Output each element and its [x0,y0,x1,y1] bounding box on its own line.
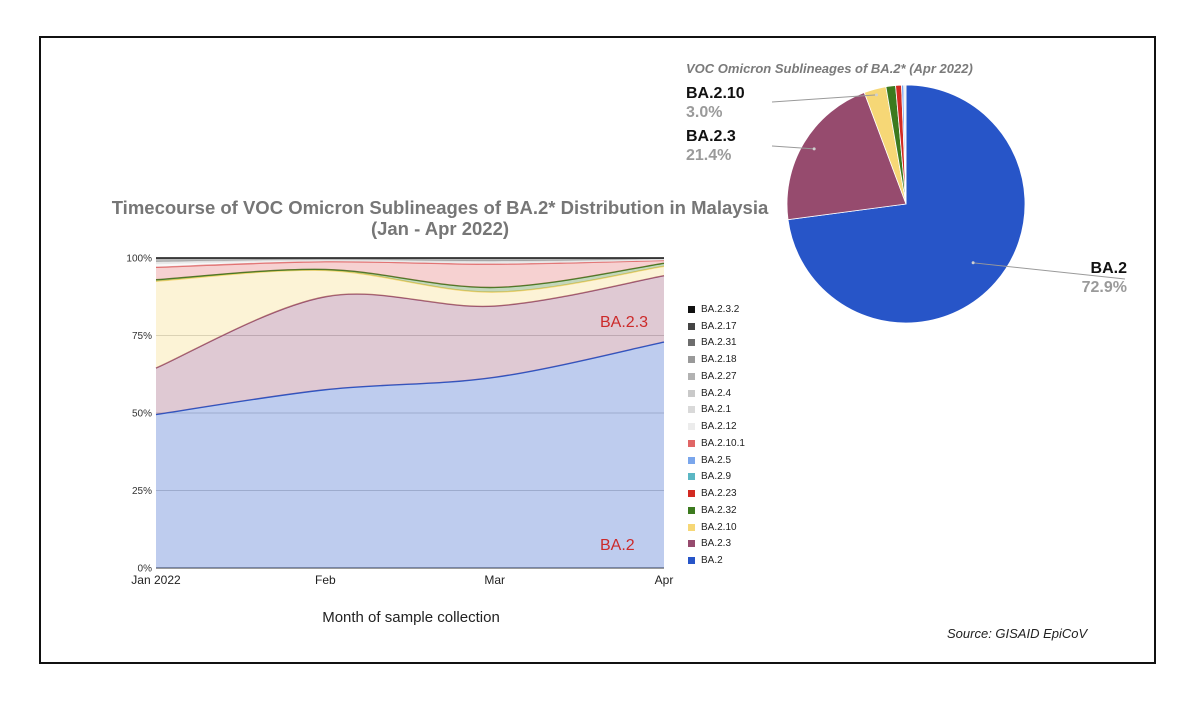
pie-slice-ba-2-12 [903,84,907,205]
legend-item-ba-2-3-2: BA.2.3.2 [688,301,745,318]
source-note: Source: GISAID EpiCoV [947,626,1088,641]
legend-swatch [688,372,695,380]
legend-swatch [688,439,695,447]
legend-label: BA.2.27 [701,370,737,382]
legend-item-ba-2-17: BA.2.17 [688,318,745,335]
pie-label-ba-2-pct: 72.9% [1081,279,1127,296]
legend-swatch [688,557,695,565]
legend-label: BA.2.10.1 [701,437,745,449]
legend-item-ba-2-10-1: BA.2.10.1 [688,435,745,452]
legend-label: BA.2.3 [701,538,732,550]
area-chart-legend: BA.2.3.2 BA.2.17 BA.2.31 BA.2.18 BA.2.27 BA.2… [688,301,745,569]
pie-slice-ba-2 [787,84,1026,324]
leader-dot-ba-2 [971,261,975,265]
leader-line-ba-2 [973,262,1126,280]
line-ba-2-10 [155,265,665,293]
line-ba-2 [155,341,665,416]
x-tick-label: Feb [315,573,336,587]
legend-label: BA.2.9 [701,471,732,483]
legend-label: BA.2.10 [701,521,737,533]
leader-line-ba-2-10 [771,94,877,103]
legend-swatch [688,389,695,397]
legend-item-ba-2-31: BA.2.31 [688,335,745,352]
legend-swatch [688,456,695,464]
legend-item-ba-2-9: BA.2.9 [688,469,745,486]
pie-slice-ba-2-3 [786,92,907,221]
area-ba-2-10 [156,266,664,369]
legend-item-ba-2-1: BA.2.1 [688,402,745,419]
leader-dot-ba-2-3 [812,147,816,151]
legend-item-ba-2-4: BA.2.4 [688,385,745,402]
line-ba-2-1 [155,258,665,263]
leader-line-ba-2-3 [771,145,815,150]
legend-item-ba-2-32: BA.2.32 [688,502,745,519]
line-ba-2-3 [155,274,665,369]
legend-label: BA.2.4 [701,387,732,399]
line-ba-2-10-1 [155,259,665,268]
x-tick-label: Apr [655,573,674,587]
legend-item-ba-2-23: BA.2.23 [688,485,745,502]
line-ba-2-12 [155,258,665,265]
legend-item-ba-2-10: BA.2.10 [688,519,745,536]
legend-label: BA.2.23 [701,488,737,500]
area-chart-title: Timecourse of VOC Omicron Sublineages of… [111,197,769,239]
legend-label: BA.2.12 [701,421,737,433]
pie-label-ba-2-3-pct: 21.4% [686,147,732,164]
legend-item-ba-2-12: BA.2.12 [688,418,745,435]
pie-label-ba-2-name: BA.2 [1090,260,1127,277]
legend-item-ba-2-5: BA.2.5 [688,452,745,469]
legend-swatch [688,339,695,347]
legend-label: BA.2.31 [701,337,737,349]
annotation-ba-2-3: BA.2.3 [600,314,648,331]
pie-label-ba-2-3-name: BA.2.3 [686,128,736,145]
legend-item-ba-2: BA.2 [688,552,745,569]
y-tick-label: 25% [132,486,152,497]
area-ba-2 [156,342,664,568]
y-tick-label: 100% [126,254,152,265]
legend-item-ba-2-27: BA.2.27 [688,368,745,385]
legend-swatch [688,473,695,481]
legend-label: BA.2.1 [701,404,732,416]
leader-dot-ba-2-10 [875,93,879,97]
legend-swatch [688,305,695,313]
legend-swatch [688,490,695,498]
legend-item-ba-2-18: BA.2.18 [688,351,745,368]
legend-item-ba-2-3: BA.2.3 [688,536,745,553]
x-axis-label: Month of sample collection [322,609,500,626]
legend-label: BA.2.3.2 [701,303,740,315]
y-tick-label: 75% [132,331,152,342]
legend-swatch [688,356,695,364]
y-tick-label: 0% [138,564,153,575]
pie-label-ba-2-10-pct: 3.0% [686,104,723,121]
pie-chart-title: VOC Omicron Sublineages of BA.2* (Apr 20… [686,61,973,76]
annotation-ba-2: BA.2 [600,537,635,554]
legend-swatch [688,523,695,531]
y-tick-label: 50% [132,409,152,420]
legend-swatch [688,506,695,514]
x-tick-label: Jan 2022 [131,573,181,587]
legend-label: BA.2.5 [701,454,732,466]
area-ba-2-3-2 [156,258,664,262]
figure-frame [39,36,1156,664]
legend-swatch [688,322,695,330]
legend-label: BA.2.18 [701,354,737,366]
line-ba-2-32 [155,262,665,289]
legend-swatch [688,423,695,431]
area-ba-2-10-1 [156,260,664,288]
area-ba-2-3 [156,275,664,415]
pie-label-ba-2-10-name: BA.2.10 [686,85,745,102]
legend-label: BA.2 [701,555,723,567]
x-tick-label: Mar [484,573,505,587]
legend-label: BA.2.32 [701,504,737,516]
legend-swatch [688,540,695,548]
legend-label: BA.2.17 [701,320,737,332]
legend-swatch [688,406,695,414]
